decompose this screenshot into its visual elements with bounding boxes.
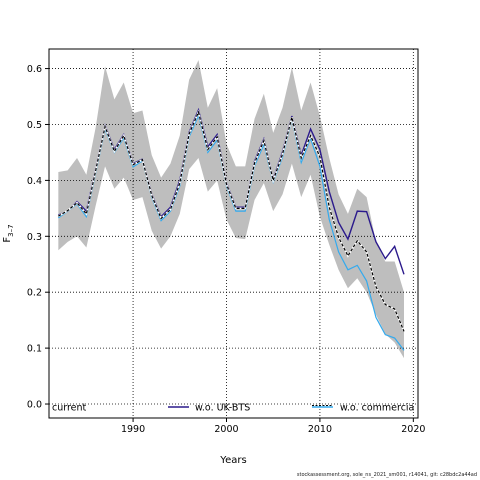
confidence-band-layer [58,60,404,359]
legend-label: w.o. UK-BTS [195,403,250,414]
footer-credit: stockassessment.org, sole_ns_2021_sm001,… [296,472,477,478]
y-axis-label-subscript: 3–7 [7,224,15,236]
x-axis-label: Years [219,455,246,466]
x-tick-label: 2020 [401,424,425,435]
series-line-current [58,110,405,332]
y-tick-label: 0.1 [27,344,42,355]
y-tick-label: 0.6 [27,64,42,75]
y-axis-label: F3–7 [2,224,15,242]
y-tick-label: 0.5 [27,120,42,131]
legend-label: w.o. commercia [340,403,414,414]
legend-label: current [52,403,87,414]
y-tick-label: 0.4 [27,176,42,187]
x-axis: 1990 2000 2010 2020 [121,418,425,435]
x-tick-label: 2000 [214,424,238,435]
legend: current w.o. UK-BTS w.o. commercia [52,403,414,414]
y-axis: 0.0 0.1 0.2 0.3 0.4 0.5 0.6 [27,64,49,411]
confidence-band [58,60,404,359]
y-tick-label: 0.0 [27,400,42,411]
series-layer [57,107,405,351]
plot-frame [48,48,419,419]
y-tick-label: 0.2 [27,288,42,299]
x-tick-label: 2010 [308,424,332,435]
y-tick-label: 0.3 [27,232,42,243]
x-tick-label: 1990 [121,424,145,435]
y-axis-label-main: F [2,237,13,243]
